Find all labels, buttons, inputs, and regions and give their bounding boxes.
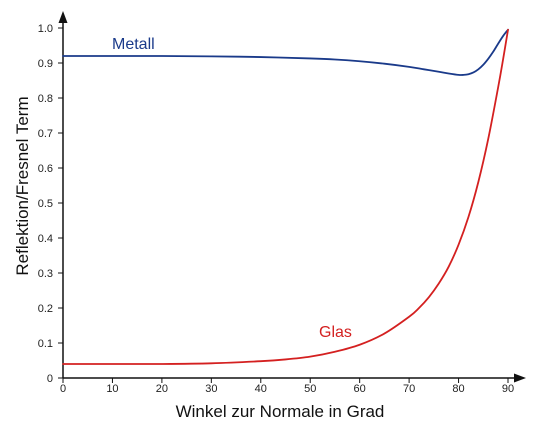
x-tick-label: 20 — [156, 383, 168, 395]
y-tick-label: 0.7 — [38, 128, 53, 140]
x-ticks: 0 10 20 30 40 50 60 70 80 90 — [60, 378, 514, 395]
y-tick-label: 0.9 — [38, 58, 53, 70]
y-ticks: 0 0.1 0.2 0.3 0.4 0.5 0.6 0.7 0.8 0.9 1.0 — [38, 23, 63, 385]
x-tick-label: 40 — [255, 383, 267, 395]
series-line-metall — [62, 28, 509, 76]
x-tick-label: 30 — [205, 383, 217, 395]
x-tick-label: 50 — [304, 383, 316, 395]
x-axis-arrow — [514, 373, 526, 383]
y-tick-label: 0.4 — [38, 233, 53, 245]
y-tick-label: 1.0 — [38, 23, 53, 35]
x-tick-label: 60 — [354, 383, 366, 395]
x-tick-label: 0 — [60, 383, 66, 395]
x-tick-label: 80 — [452, 383, 464, 395]
y-tick-label: 0.8 — [38, 93, 53, 105]
x-tick-label: 10 — [106, 383, 118, 395]
series-line-glas — [62, 28, 509, 365]
y-tick-label: 0.5 — [38, 198, 53, 210]
axes — [58, 11, 526, 383]
x-axis-title: Winkel zur Normale in Grad — [176, 402, 385, 421]
series-label-metall: Metall — [112, 36, 155, 53]
y-axis-arrow — [58, 11, 68, 23]
series-label-glas: Glas — [319, 324, 352, 341]
x-tick-label: 90 — [502, 383, 514, 395]
series-lines — [62, 28, 509, 365]
y-tick-label: 0.2 — [38, 303, 53, 315]
y-tick-label: 0.6 — [38, 163, 53, 175]
x-tick-label: 70 — [403, 383, 415, 395]
y-tick-label: 0.3 — [38, 268, 53, 280]
y-axis-title: Reflektion/Fresnel Term — [13, 96, 32, 275]
y-tick-label: 0.1 — [38, 338, 53, 350]
y-tick-label: 0 — [47, 373, 53, 385]
